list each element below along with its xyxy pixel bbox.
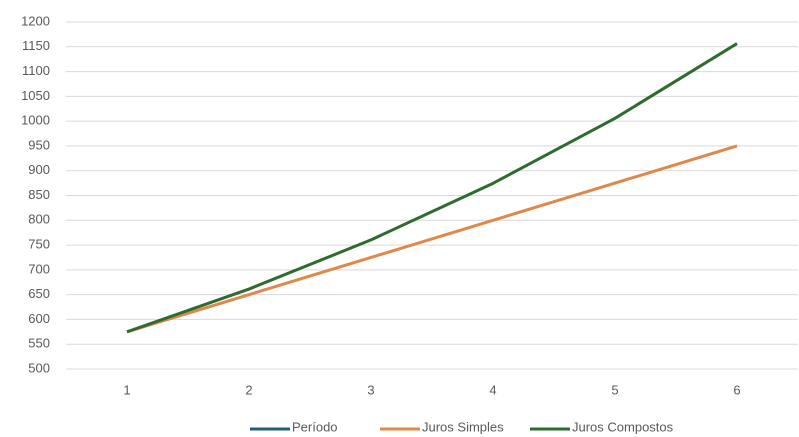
x-tick-label: 6 [733, 382, 740, 397]
x-tick-label: 3 [367, 382, 374, 397]
y-tick-label: 600 [28, 311, 50, 326]
y-tick-label: 650 [28, 286, 50, 301]
legend-label: Juros Compostos [572, 419, 674, 434]
y-tick-label: 800 [28, 212, 50, 227]
y-tick-label: 750 [28, 237, 50, 252]
y-tick-label: 1150 [22, 38, 50, 53]
y-tick-label: 1050 [21, 88, 50, 103]
y-tick-label: 850 [28, 187, 50, 202]
series-line [126, 42, 738, 334]
y-tick-label: 950 [28, 137, 50, 152]
y-tick-label: 1100 [22, 63, 50, 78]
x-tick-label: 1 [123, 382, 130, 397]
y-tick-label: 500 [28, 360, 50, 375]
series-line [126, 144, 738, 334]
x-tick-label: 2 [245, 382, 252, 397]
x-tick-label: 5 [611, 382, 618, 397]
legend-label: Período [292, 419, 338, 434]
y-tick-label: 1000 [21, 113, 50, 128]
y-tick-label: 550 [28, 336, 50, 351]
y-tick-label: 900 [28, 162, 50, 177]
x-tick-label: 4 [489, 382, 496, 397]
y-tick-label: 700 [28, 261, 50, 276]
y-tick-label: 1200 [21, 13, 50, 28]
legend-label: Juros Simples [422, 419, 504, 434]
